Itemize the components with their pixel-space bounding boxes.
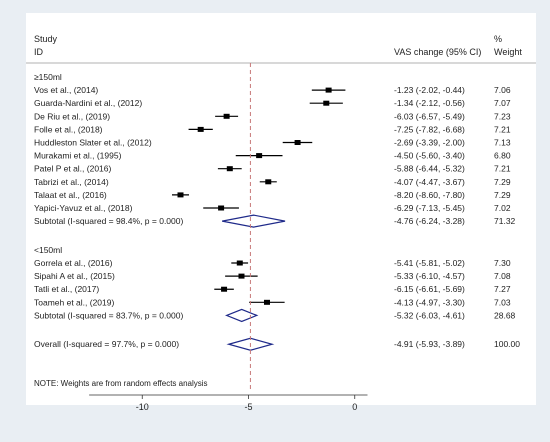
rows: ≥150ml Vos et al., (2014) -1.23 (-2.02, -0…: [34, 72, 520, 351]
study-name: Huddleston Slater et al., (2012): [34, 138, 152, 148]
study-weight: 7.29: [494, 177, 511, 187]
study-weight: 7.13: [494, 138, 511, 148]
overall-weight: 100.00: [494, 339, 520, 349]
study-ci: -5.88 (-6.44, -5.32): [394, 164, 465, 174]
study-name: Tabrizi et al., (2014): [34, 177, 109, 187]
point-marker: [294, 140, 301, 145]
study-ci: -4.13 (-4.97, -3.30): [394, 297, 465, 307]
x-tick-label: 0: [352, 402, 357, 412]
study-name: Guarda-Nardini et al., (2012): [34, 98, 142, 108]
point-marker: [226, 166, 233, 172]
point-marker: [238, 273, 245, 279]
overall-label: Overall (I-squared = 97.7%, p = 0.000): [34, 339, 179, 349]
point-marker: [223, 113, 230, 119]
study-name: De Riu et al., (2019): [34, 111, 110, 121]
study-weight: 7.06: [494, 85, 511, 95]
plot-area: [26, 13, 536, 405]
study-name: Tatli et al., (2017): [34, 284, 99, 294]
study-ci: -1.23 (-2.02, -0.44): [394, 85, 465, 95]
point-marker: [236, 260, 243, 266]
percent-header: %: [494, 34, 502, 44]
study-name: Gorrela et al., (2016): [34, 258, 113, 268]
study-ci: -1.34 (-2.12, -0.56): [394, 98, 465, 108]
study-weight: 7.23: [494, 111, 511, 121]
study-weight: 7.03: [494, 297, 511, 307]
study-ci: -4.50 (-5.60, -3.40): [394, 151, 465, 161]
study-ci: -5.41 (-5.81, -5.02): [394, 258, 465, 268]
study-name: Sipahi A et al., (2015): [34, 271, 115, 281]
study-weight: 7.21: [494, 164, 511, 174]
group-label: <150ml: [34, 245, 62, 255]
point-marker: [323, 100, 330, 106]
study-name: Talaat et al., (2016): [34, 190, 107, 200]
point-marker: [263, 299, 270, 305]
effect-header: VAS change (95% CI): [394, 47, 481, 57]
study-weight: 7.30: [494, 258, 511, 268]
point-marker: [177, 192, 184, 198]
study-weight: 6.80: [494, 151, 511, 161]
point-marker: [221, 286, 228, 292]
study-weight: 7.29: [494, 190, 511, 200]
study-name: Vos et al., (2014): [34, 85, 98, 95]
subtotal-label: Subtotal (I-squared = 83.7%, p = 0.000): [34, 310, 183, 320]
point-marker: [197, 126, 204, 132]
study-ci: -7.25 (-7.82, -6.68): [394, 124, 465, 134]
study-ci: -2.69 (-3.39, -2.00): [394, 138, 465, 148]
study-name: Yapici-Yavuz et al., (2018): [34, 203, 133, 213]
study-header: Study: [34, 34, 58, 44]
header: Study ID VAS change (95% CI) % Weight: [34, 34, 522, 57]
study-weight: 7.02: [494, 203, 511, 213]
study-weight: 7.21: [494, 124, 511, 134]
overall-ci: -4.91 (-5.93, -3.89): [394, 339, 465, 349]
study-weight: 7.08: [494, 271, 511, 281]
subtotal-weight: 71.32: [494, 216, 516, 226]
study-ci: -5.33 (-6.10, -4.57): [394, 271, 465, 281]
study-ci: -6.03 (-6.57, -5.49): [394, 111, 465, 121]
weight-header: Weight: [494, 47, 522, 57]
point-marker: [256, 153, 263, 159]
group-label: ≥150ml: [34, 72, 62, 82]
study-name: Toameh et al., (2019): [34, 297, 114, 307]
point-marker: [218, 205, 225, 211]
study-weight: 7.07: [494, 98, 511, 108]
study-ci: -6.29 (-7.13, -5.45): [394, 203, 465, 213]
point-marker: [325, 87, 332, 93]
study-weight: 7.27: [494, 284, 511, 294]
subtotal-ci: -5.32 (-6.03, -4.61): [394, 310, 465, 320]
x-ticks: -10 -5 0: [136, 395, 357, 412]
study-name: Patel P et al., (2016): [34, 164, 112, 174]
x-tick-label: -5: [244, 402, 252, 412]
subtotal-weight: 28.68: [494, 310, 516, 320]
id-header: ID: [34, 47, 44, 57]
subtotal-label: Subtotal (I-squared = 98.4%, p = 0.000): [34, 216, 183, 226]
subtotal-diamond: [224, 308, 259, 323]
study-name: Folle et al., (2018): [34, 124, 103, 134]
study-name: Murakami et al., (1995): [34, 151, 122, 161]
subtotal-diamond: [222, 214, 286, 228]
x-tick-label: -10: [136, 402, 149, 412]
weights-note: NOTE: Weights are from random effects an…: [34, 379, 208, 388]
study-ci: -8.20 (-8.60, -7.80): [394, 190, 465, 200]
subtotal-ci: -4.76 (-6.24, -3.28): [394, 216, 465, 226]
study-ci: -4.07 (-4.47, -3.67): [394, 177, 465, 187]
overall-diamond: [226, 337, 275, 351]
study-ci: -6.15 (-6.61, -5.69): [394, 284, 465, 294]
point-marker: [265, 179, 272, 185]
